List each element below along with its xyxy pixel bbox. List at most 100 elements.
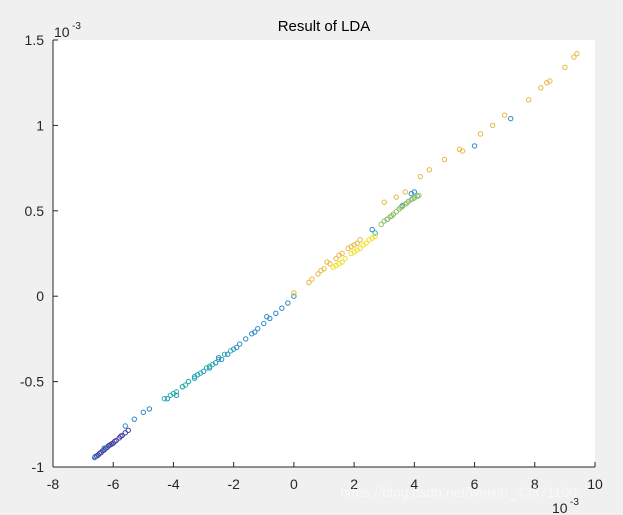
data-point-class-6 [339,259,345,265]
data-point-class-4 [378,221,384,228]
data-point-class-2 [146,406,153,412]
y-tick-label: -0.5 [20,374,44,390]
y-exponent-base: 10 [54,24,70,40]
data-point-class-2 [261,320,267,327]
data-point-class-6 [342,255,348,262]
ticks: -8 -6 -4 -2 0 2 4 6 8 10 -1 -0.5 0 0.5 1 1.5 [20,32,603,492]
data-point-class-5 [324,259,330,265]
x-tick-label: 0 [290,476,298,492]
data-point-class-2 [471,143,478,149]
data-point-class-5 [426,167,433,173]
data-point-class-3 [206,363,213,369]
data-point-class-6 [363,240,369,246]
data-point-class-2 [131,416,138,422]
data-point-class-6 [369,235,375,241]
y-tick-label: 1 [36,117,44,133]
data-point-class-2 [233,344,240,351]
data-point-class-5 [562,64,568,71]
data-point-class-1 [96,450,103,457]
x-tick-label: 10 [587,476,603,492]
data-point-class-3 [372,230,378,236]
data-point-class-1 [109,441,115,447]
data-points [91,50,580,461]
data-point-class-2 [243,336,249,342]
data-point-class-2 [255,325,261,332]
data-point-class-2 [411,189,418,195]
data-point-class-4 [410,196,416,202]
data-point-class-5 [291,290,297,296]
data-point-class-5 [538,85,544,91]
data-point-class-2 [264,313,270,320]
data-point-class-2 [507,115,514,122]
y-tick-label: -1 [32,459,45,475]
data-point-class-5 [393,194,399,200]
data-point-class-2 [224,351,231,357]
data-point-class-6 [351,249,357,255]
data-point-class-2 [273,310,279,316]
data-point-class-5 [336,252,342,258]
data-point-class-1 [125,427,131,433]
data-point-class-4 [389,213,395,219]
watermark: https://blog.csdn.net/weixin_43871100 [340,484,577,500]
data-point-class-5 [357,237,363,243]
y-tick-label: 0.5 [25,203,45,219]
data-point-class-5 [417,173,424,180]
data-point-class-4 [398,204,404,211]
data-point-class-5 [333,255,339,262]
data-point-class-5 [574,50,580,57]
plot-area [53,40,595,467]
data-point-class-3 [227,348,234,354]
data-point-class-5 [571,54,577,60]
data-point-class-2 [369,226,375,233]
data-point-class-2 [236,341,243,347]
chart-title: Result of LDA [278,18,371,35]
data-point-class-5 [318,267,324,274]
data-point-class-6 [333,262,339,269]
data-point-class-6 [357,245,363,252]
data-point-class-5 [501,112,508,118]
x-tick-label: 4 [410,476,418,492]
data-point-class-5 [315,271,321,277]
data-point-class-5 [381,199,387,205]
data-point-class-5 [547,78,553,84]
data-point-class-5 [441,156,448,163]
data-point-class-2 [191,375,198,381]
data-point-class-3 [221,351,228,357]
data-point-class-2 [101,445,107,451]
y-tick-label: 1.5 [25,32,45,48]
x-tick-label: 8 [531,476,539,492]
x-tick-label: 2 [350,476,358,492]
x-exponent-base: 10 [552,500,568,515]
x-tick-label: -8 [47,476,60,492]
data-point-class-2 [164,395,171,402]
y-tick-label: 0 [36,288,44,304]
data-point-class-5 [402,189,408,195]
data-point-class-2 [279,305,285,311]
x-tick-label: -6 [107,476,120,492]
data-point-class-2 [91,454,98,461]
data-point-class-5 [354,240,360,246]
data-point-class-2 [291,293,297,299]
x-tick-label: 6 [471,476,479,492]
data-point-class-4 [416,192,422,199]
x-tick-label: -4 [167,476,180,492]
x-tick-label: -2 [227,476,240,492]
data-point-class-3 [215,356,222,363]
data-point-class-5 [477,131,484,137]
data-point-class-1 [118,433,124,439]
data-point-class-3 [170,390,177,397]
y-exponent-power: -3 [72,21,81,32]
data-point-class-5 [459,148,466,154]
data-point-class-2 [285,300,291,306]
axes [52,40,595,468]
data-point-class-2 [215,354,222,361]
data-point-class-4 [404,200,410,206]
data-point-class-5 [526,97,532,103]
data-point-class-3 [194,372,201,378]
data-point-class-5 [489,122,496,129]
data-point-class-2 [122,423,128,429]
data-point-class-2 [140,409,147,416]
data-point-class-5 [348,243,354,250]
x-exponent-power: -3 [570,497,579,508]
